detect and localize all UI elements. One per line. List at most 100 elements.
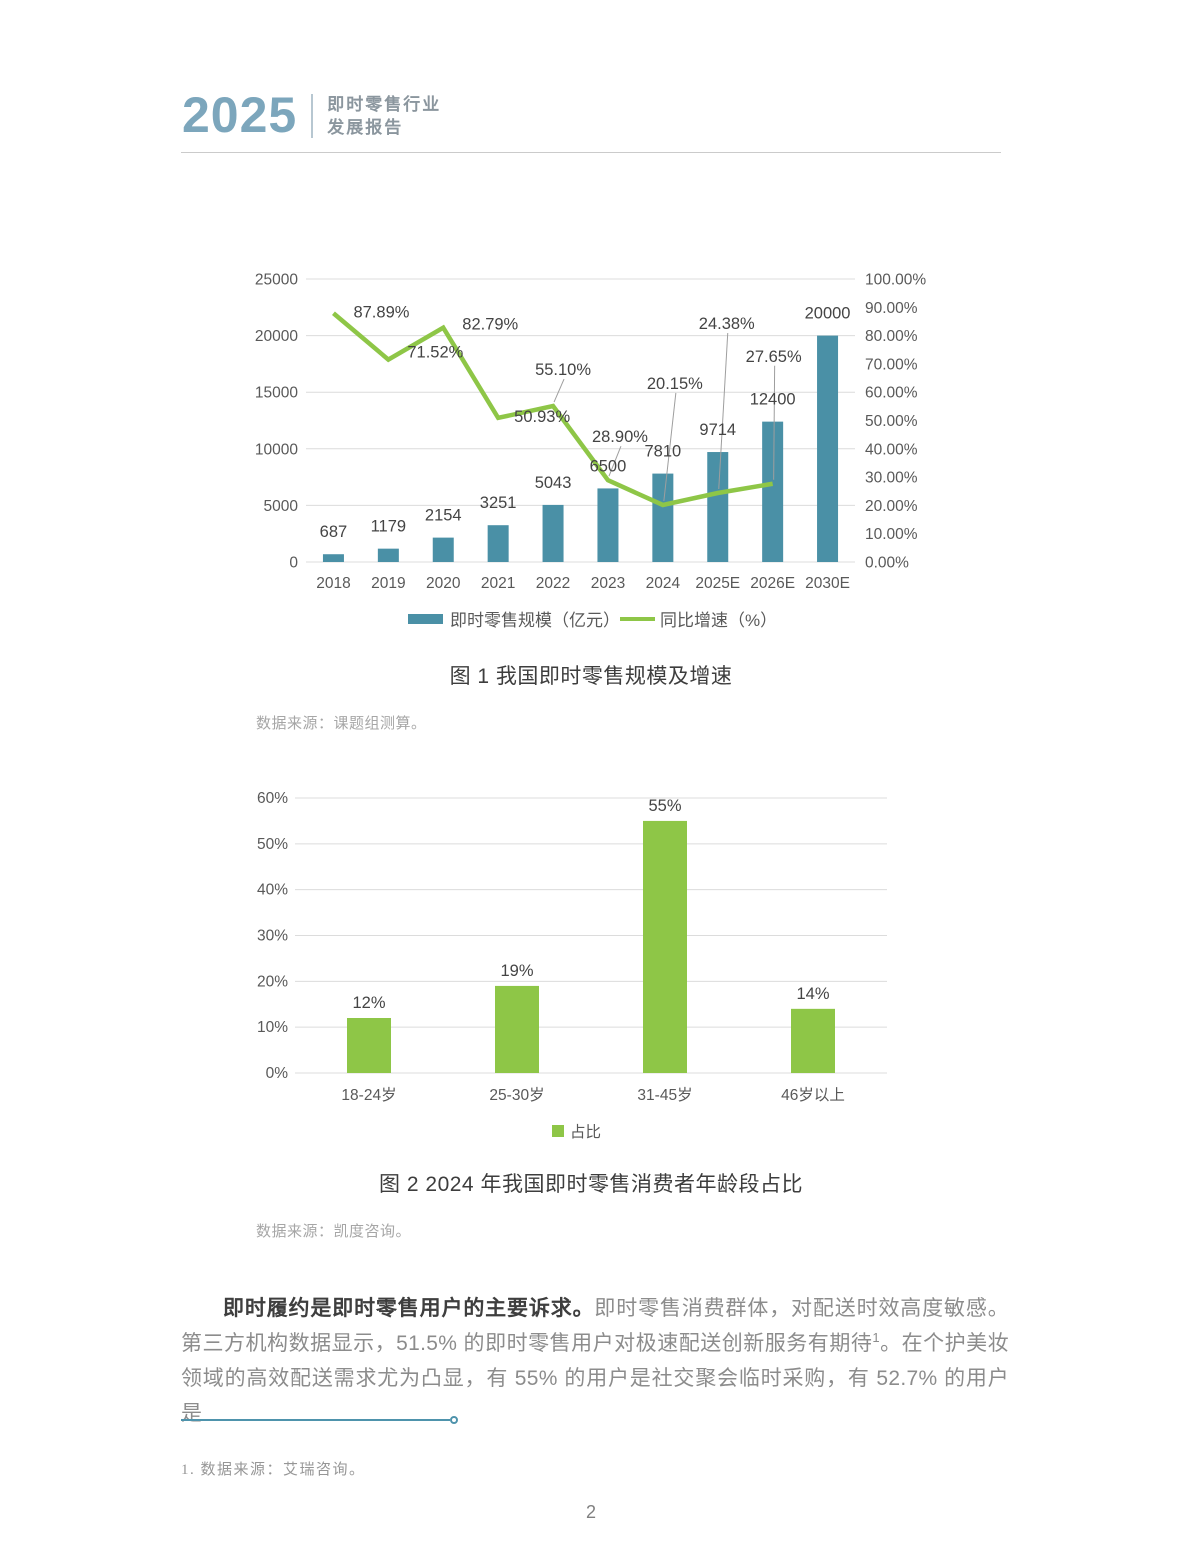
left-axis-tick-label: 10000 bbox=[255, 441, 298, 458]
page-number: 2 bbox=[585, 1502, 596, 1522]
paragraph-text-2: 。在个护美妆领域的高效配送需求尤为凸显，有 55% 的用户是社交聚会临时采购，有… bbox=[181, 1332, 1009, 1425]
bar-value-label: 2154 bbox=[425, 507, 462, 525]
legend-bar-swatch bbox=[408, 614, 443, 624]
label-leader-line bbox=[663, 392, 677, 502]
bar-value-label: 55% bbox=[648, 797, 681, 815]
left-axis-tick-label: 25000 bbox=[255, 272, 298, 289]
body-paragraph: 即时履约是即时零售用户的主要诉求。即时零售消费群体，对配送时效高度敏感。第三方机… bbox=[181, 1291, 1009, 1431]
paragraph-text-1: 即时零售消费群体，对配送时效高度敏感。第三方机构数据显示，51.5% 的即时零售… bbox=[181, 1297, 1009, 1355]
bar-value-label: 7810 bbox=[644, 443, 681, 461]
x-axis-category-label: 2030E bbox=[805, 575, 850, 592]
x-axis-category-label: 18-24岁 bbox=[341, 1086, 396, 1104]
line-point-label: 50.93% bbox=[514, 408, 570, 426]
right-axis-tick-label: 70.00% bbox=[865, 356, 918, 373]
x-axis-category-label: 2024 bbox=[646, 575, 681, 592]
label-leader-line bbox=[608, 446, 622, 477]
scale-bar bbox=[652, 473, 674, 562]
header-title: 即时零售行业 发展报告 bbox=[327, 90, 441, 139]
label-leader-line bbox=[718, 332, 729, 490]
footnote-reference: 1 bbox=[872, 1330, 880, 1345]
figure2-bar-chart: 0% 10% 20% 30% 40% 50% 60% 12% 19% 55% 14% 18-24岁 25… bbox=[257, 790, 887, 1141]
share-bar bbox=[791, 1008, 835, 1073]
x-axis-category-label: 2018 bbox=[316, 575, 350, 592]
right-axis-tick-label: 10.00% bbox=[865, 526, 918, 543]
share-bar bbox=[643, 820, 687, 1073]
footnote-rule-endpoint-circle bbox=[450, 1416, 458, 1424]
bar-value-label: 3251 bbox=[480, 494, 517, 512]
right-axis-tick-label: 60.00% bbox=[865, 385, 918, 402]
bar-value-label: 12400 bbox=[750, 391, 796, 409]
footnote-rule bbox=[181, 1416, 458, 1424]
scale-bar bbox=[322, 554, 344, 562]
x-axis-category-label: 2021 bbox=[481, 575, 515, 592]
header-title-line2: 发展报告 bbox=[327, 118, 404, 137]
y-axis-tick-label: 0% bbox=[266, 1065, 289, 1082]
line-point-label: 24.38% bbox=[699, 315, 755, 333]
right-axis-tick-label: 0.00% bbox=[865, 555, 909, 572]
right-axis-tick-label: 80.00% bbox=[865, 328, 918, 345]
legend-swatch bbox=[552, 1125, 564, 1137]
share-bar bbox=[495, 985, 539, 1073]
footnote-rule-line bbox=[181, 1419, 450, 1421]
right-axis-tick-label: 20.00% bbox=[865, 498, 918, 515]
scale-bar bbox=[377, 548, 399, 562]
scale-bar bbox=[432, 537, 454, 562]
paragraph-lead-bold: 即时履约是即时零售用户的主要诉求。 bbox=[223, 1297, 595, 1320]
right-axis-tick-label: 90.00% bbox=[865, 300, 918, 317]
line-point-label: 55.10% bbox=[535, 361, 591, 379]
x-axis-category-label: 2020 bbox=[426, 575, 461, 592]
figure1-source: 数据来源：课题组测算。 bbox=[256, 715, 427, 732]
x-axis-category-label: 31-45岁 bbox=[637, 1086, 692, 1104]
x-axis-category-label: 25-30岁 bbox=[489, 1086, 544, 1104]
share-bar bbox=[347, 1018, 391, 1073]
bar-value-label: 6500 bbox=[590, 457, 627, 475]
line-point-label: 87.89% bbox=[353, 303, 409, 321]
left-axis-tick-label: 5000 bbox=[264, 498, 299, 515]
scale-bar bbox=[487, 525, 509, 562]
line-point-label: 20.15% bbox=[647, 375, 703, 393]
line-point-label: 27.65% bbox=[746, 348, 802, 366]
header-divider bbox=[311, 94, 314, 138]
legend-line-label: 同比增速（%） bbox=[660, 611, 777, 630]
line-point-label: 28.90% bbox=[592, 428, 648, 446]
figure2-source: 数据来源：凯度咨询。 bbox=[256, 1223, 412, 1240]
x-axis-category-label: 46岁以上 bbox=[781, 1086, 845, 1104]
label-leader-line bbox=[553, 378, 565, 403]
x-axis-category-label: 2023 bbox=[591, 575, 625, 592]
bar-value-label: 5043 bbox=[535, 474, 572, 492]
header-title-line1: 即时零售行业 bbox=[327, 95, 442, 114]
y-axis-tick-label: 50% bbox=[257, 836, 288, 853]
header-rule bbox=[181, 152, 1001, 153]
right-axis-tick-label: 30.00% bbox=[865, 470, 918, 487]
x-axis-category-label: 2019 bbox=[371, 575, 405, 592]
y-axis-tick-label: 30% bbox=[257, 928, 288, 945]
scale-bar bbox=[817, 335, 839, 562]
footnote-text: 1. 数据来源：艾瑞咨询。 bbox=[181, 1462, 366, 1478]
y-axis-tick-label: 40% bbox=[257, 882, 288, 899]
right-axis-tick-label: 50.00% bbox=[865, 413, 918, 430]
growth-line bbox=[331, 311, 774, 508]
line-point-label: 82.79% bbox=[462, 316, 518, 334]
left-axis-tick-label: 0 bbox=[289, 555, 298, 572]
figure1-combo-chart: 0 5000 10000 15000 20000 25000 0.00% 10.00% 20.0… bbox=[255, 272, 927, 631]
legend-label: 占比 bbox=[570, 1123, 601, 1141]
line-point-label: 71.52% bbox=[407, 344, 463, 362]
legend-bar-label: 即时零售规模（亿元） bbox=[450, 611, 620, 630]
bar-value-label: 687 bbox=[320, 523, 348, 541]
left-axis-tick-label: 20000 bbox=[255, 328, 298, 345]
x-axis-category-label: 2026E bbox=[750, 575, 795, 592]
figure2-caption: 图 2 2024 年我国即时零售消费者年龄段占比 bbox=[379, 1173, 803, 1196]
scale-bar bbox=[762, 421, 784, 562]
bar-value-label: 14% bbox=[796, 985, 829, 1003]
bar-value-label: 19% bbox=[500, 962, 533, 980]
y-axis-tick-label: 60% bbox=[257, 790, 288, 807]
scale-bar bbox=[597, 488, 619, 562]
y-axis-tick-label: 10% bbox=[257, 1019, 288, 1036]
label-leader-line bbox=[773, 365, 776, 480]
scale-bar bbox=[542, 504, 564, 562]
page-header: 2025 即时零售行业 发展报告 bbox=[182, 90, 441, 140]
bar-value-label: 20000 bbox=[805, 305, 851, 323]
x-axis-category-label: 2025E bbox=[695, 575, 740, 592]
scale-bar bbox=[707, 452, 729, 562]
